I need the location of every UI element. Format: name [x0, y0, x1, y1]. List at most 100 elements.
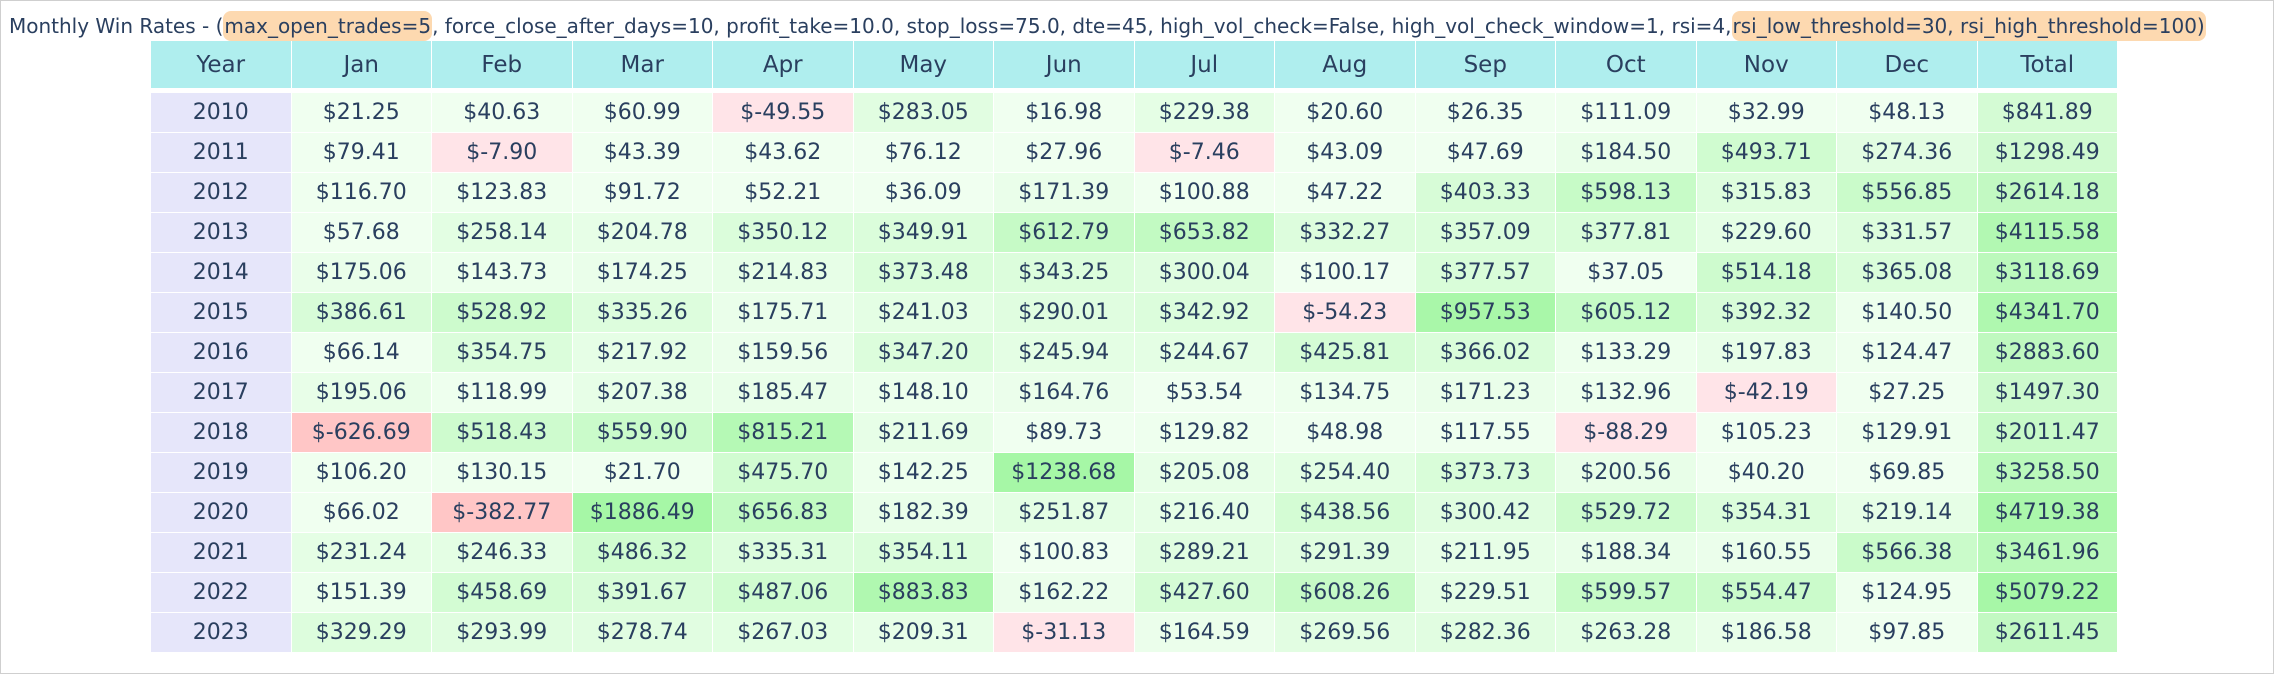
total-cell: $1497.30 — [1977, 373, 2118, 413]
table-row: 2015 $386.61 $528.92 $335.26 $175.71 $241.03 $… — [151, 293, 2118, 333]
value-cell: $175.71 — [713, 293, 854, 333]
table-row: 2022 $151.39 $458.69 $391.67 $487.06 $883.83 $… — [151, 573, 2118, 613]
value-cell: $175.06 — [291, 253, 432, 293]
value-cell: $105.23 — [1696, 413, 1837, 453]
value-cell: $458.69 — [432, 573, 573, 613]
table-row: 2023 $329.29 $293.99 $278.74 $267.03 $209.31 $… — [151, 613, 2118, 653]
value-cell: $48.13 — [1837, 93, 1978, 133]
value-cell: $957.53 — [1415, 293, 1556, 333]
value-cell: $182.39 — [853, 493, 994, 533]
value-cell: $197.83 — [1696, 333, 1837, 373]
value-cell: $209.31 — [853, 613, 994, 653]
value-cell: $47.22 — [1275, 173, 1416, 213]
value-cell: $214.83 — [713, 253, 854, 293]
value-cell: $159.56 — [713, 333, 854, 373]
value-cell: $26.35 — [1415, 93, 1556, 133]
year-cell: 2015 — [151, 293, 292, 333]
value-cell: $118.99 — [432, 373, 573, 413]
value-cell: $263.28 — [1556, 613, 1697, 653]
value-cell: $133.29 — [1556, 333, 1697, 373]
value-cell: $241.03 — [853, 293, 994, 333]
value-cell: $245.94 — [994, 333, 1135, 373]
value-cell: $36.09 — [853, 173, 994, 213]
total-cell: $2614.18 — [1977, 173, 2118, 213]
value-cell: $-49.55 — [713, 93, 854, 133]
value-cell: $386.61 — [291, 293, 432, 333]
table-row: 2021 $231.24 $246.33 $486.32 $335.31 $354.11 $… — [151, 533, 2118, 573]
value-cell: $148.10 — [853, 373, 994, 413]
value-cell: $219.14 — [1837, 493, 1978, 533]
value-cell: $329.29 — [291, 613, 432, 653]
value-cell: $60.99 — [572, 93, 713, 133]
value-cell: $16.98 — [994, 93, 1135, 133]
value-cell: $164.59 — [1134, 613, 1275, 653]
value-cell: $554.47 — [1696, 573, 1837, 613]
value-cell: $143.73 — [432, 253, 573, 293]
value-cell: $124.47 — [1837, 333, 1978, 373]
value-cell: $116.70 — [291, 173, 432, 213]
column-header-jul: Jul — [1134, 41, 1275, 89]
value-cell: $335.31 — [713, 533, 854, 573]
year-cell: 2021 — [151, 533, 292, 573]
value-cell: $106.20 — [291, 453, 432, 493]
value-cell: $608.26 — [1275, 573, 1416, 613]
value-cell: $48.98 — [1275, 413, 1416, 453]
total-cell: $2611.45 — [1977, 613, 2118, 653]
value-cell: $653.82 — [1134, 213, 1275, 253]
year-cell: 2011 — [151, 133, 292, 173]
value-cell: $300.04 — [1134, 253, 1275, 293]
value-cell: $566.38 — [1837, 533, 1978, 573]
value-cell: $331.57 — [1837, 213, 1978, 253]
value-cell: $211.95 — [1415, 533, 1556, 573]
value-cell: $43.39 — [572, 133, 713, 173]
value-cell: $21.25 — [291, 93, 432, 133]
value-cell: $254.40 — [1275, 453, 1416, 493]
value-cell: $354.11 — [853, 533, 994, 573]
column-header-apr: Apr — [713, 41, 854, 89]
value-cell: $52.21 — [713, 173, 854, 213]
value-cell: $140.50 — [1837, 293, 1978, 333]
total-cell: $2883.60 — [1977, 333, 2118, 373]
total-cell: $4115.58 — [1977, 213, 2118, 253]
value-cell: $475.70 — [713, 453, 854, 493]
value-cell: $391.67 — [572, 573, 713, 613]
value-cell: $335.26 — [572, 293, 713, 333]
value-cell: $151.39 — [291, 573, 432, 613]
value-cell: $27.25 — [1837, 373, 1978, 413]
value-cell: $53.54 — [1134, 373, 1275, 413]
value-cell: $100.88 — [1134, 173, 1275, 213]
title-highlight-rsi-thresholds: rsi_low_threshold=30, rsi_high_threshold… — [1731, 11, 2206, 41]
total-cell: $1298.49 — [1977, 133, 2118, 173]
table-row: 2012 $116.70 $123.83 $91.72 $52.21 $36.09 $171… — [151, 173, 2118, 213]
value-cell: $427.60 — [1134, 573, 1275, 613]
total-cell: $4719.38 — [1977, 493, 2118, 533]
value-cell: $79.41 — [291, 133, 432, 173]
value-cell: $66.14 — [291, 333, 432, 373]
year-cell: 2013 — [151, 213, 292, 253]
column-header-jun: Jun — [994, 41, 1135, 89]
value-cell: $164.76 — [994, 373, 1135, 413]
value-cell: $57.68 — [291, 213, 432, 253]
value-cell: $229.38 — [1134, 93, 1275, 133]
value-cell: $347.20 — [853, 333, 994, 373]
value-cell: $244.67 — [1134, 333, 1275, 373]
value-cell: $200.56 — [1556, 453, 1697, 493]
value-cell: $612.79 — [994, 213, 1135, 253]
value-cell: $365.08 — [1837, 253, 1978, 293]
value-cell: $425.81 — [1275, 333, 1416, 373]
value-cell: $21.70 — [572, 453, 713, 493]
value-cell: $-7.46 — [1134, 133, 1275, 173]
value-cell: $184.50 — [1556, 133, 1697, 173]
value-cell: $274.36 — [1837, 133, 1978, 173]
year-cell: 2023 — [151, 613, 292, 653]
total-cell: $3258.50 — [1977, 453, 2118, 493]
column-header-jan: Jan — [291, 41, 432, 89]
value-cell: $-88.29 — [1556, 413, 1697, 453]
header-row: Year Jan Feb Mar Apr May Jun Jul Aug Sep Oct Nov Dec… — [151, 41, 2118, 89]
year-cell: 2010 — [151, 93, 292, 133]
value-cell: $332.27 — [1275, 213, 1416, 253]
value-cell: $40.20 — [1696, 453, 1837, 493]
value-cell: $258.14 — [432, 213, 573, 253]
value-cell: $403.33 — [1415, 173, 1556, 213]
